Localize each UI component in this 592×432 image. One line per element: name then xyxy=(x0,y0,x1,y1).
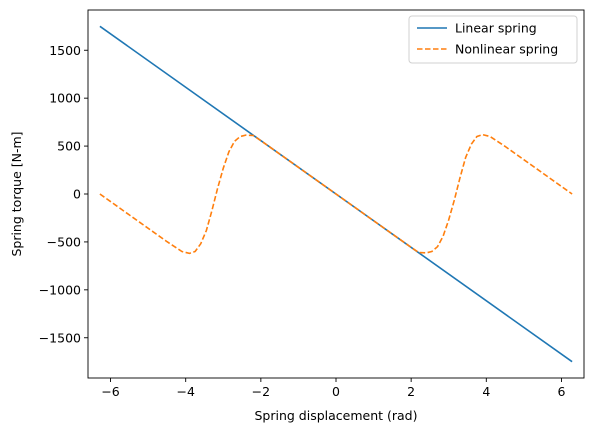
x-axis-label: Spring displacement (rad) xyxy=(254,408,417,423)
y-axis-label: Spring torque [N-m] xyxy=(9,131,24,256)
y-axis-ticks: −1500 −1000 −500 0 500 1000 1500 xyxy=(39,43,88,345)
x-tick-label: 4 xyxy=(482,384,490,399)
x-tick-label: −4 xyxy=(176,384,194,399)
y-tick-label: 1000 xyxy=(49,91,81,106)
y-tick-label: −1000 xyxy=(39,282,81,297)
x-tick-label: −2 xyxy=(252,384,270,399)
plot-area xyxy=(99,25,573,363)
legend-box xyxy=(408,15,578,64)
x-tick-label: −6 xyxy=(101,384,119,399)
x-axis-ticks: −6 −4 −2 0 2 4 6 xyxy=(101,378,565,399)
x-tick-label: 2 xyxy=(407,384,415,399)
series-line-nonlinear-spring xyxy=(99,133,573,255)
x-tick-label: 0 xyxy=(332,384,340,399)
legend-label-linear: Linear spring xyxy=(455,21,537,36)
legend: Linear spring Nonlinear spring xyxy=(408,15,578,64)
legend-label-nonlinear: Nonlinear spring xyxy=(455,42,558,57)
y-tick-label: 0 xyxy=(73,187,81,202)
y-tick-label: 500 xyxy=(57,139,81,154)
y-tick-label: 1500 xyxy=(49,43,81,58)
x-tick-label: 6 xyxy=(557,384,565,399)
y-tick-label: −500 xyxy=(47,234,81,249)
y-tick-label: −1500 xyxy=(39,330,81,345)
